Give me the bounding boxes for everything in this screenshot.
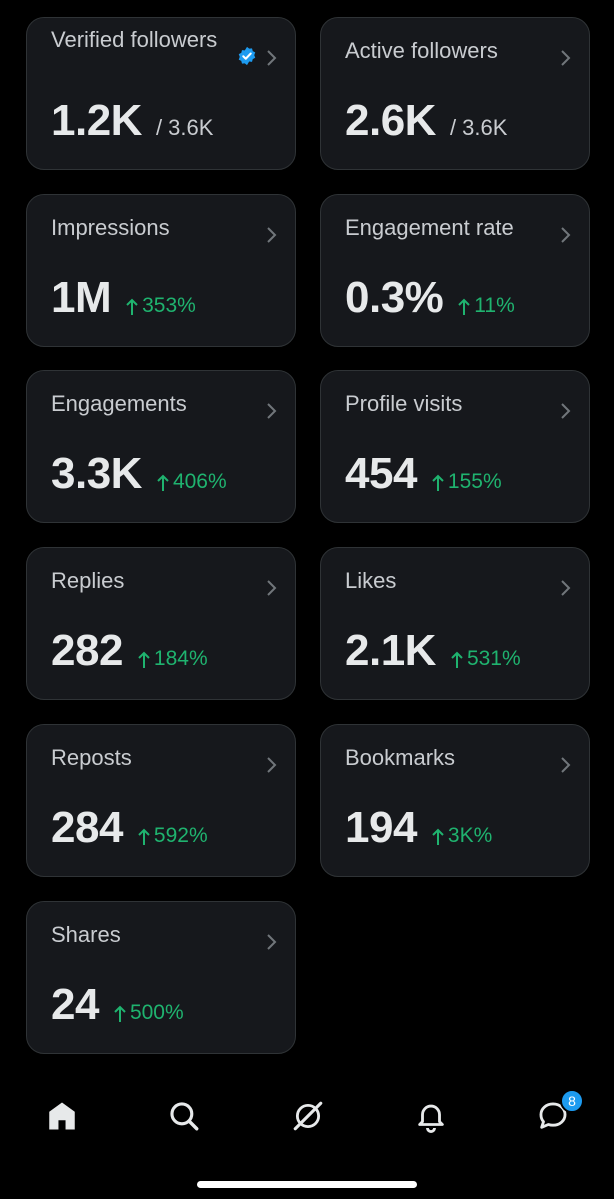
card-title: Shares xyxy=(51,922,121,947)
metric-value: 3.3K xyxy=(51,449,142,498)
card-title: Engagements xyxy=(51,391,187,416)
metric-delta: 592% xyxy=(137,824,208,848)
bottom-navigation xyxy=(0,1080,614,1150)
card-impressions[interactable]: Impressions 1M 353% xyxy=(26,194,296,347)
metric-value: 282 xyxy=(51,626,123,675)
card-active-followers[interactable]: Active followers 2.6K / 3.6K xyxy=(320,17,590,170)
card-title: Profile visits xyxy=(345,391,463,416)
metric-delta-value: 531% xyxy=(466,647,521,670)
home-icon xyxy=(49,1102,75,1130)
nav-notifications[interactable] xyxy=(407,1092,455,1140)
metric-delta-value: 353% xyxy=(142,294,196,317)
arrow-up-icon xyxy=(432,474,444,491)
metric-delta-value: 184% xyxy=(153,647,208,670)
arrow-up-icon xyxy=(451,651,463,668)
metric-value: 1M xyxy=(51,273,112,322)
chevron-right-icon xyxy=(561,227,571,243)
metric-delta-value: 155% xyxy=(447,470,502,493)
card-likes[interactable]: Likes 2.1K 531% xyxy=(320,547,590,700)
nav-search[interactable] xyxy=(160,1092,208,1140)
arrow-up-icon xyxy=(114,1005,126,1022)
metric-delta-value: 3K% xyxy=(447,824,493,847)
metric-value: 2.1K xyxy=(345,626,436,675)
card-title: Replies xyxy=(51,568,125,593)
card-title: Likes xyxy=(345,568,397,593)
chevron-right-icon xyxy=(267,580,277,596)
chevron-right-icon xyxy=(561,757,571,773)
card-reposts[interactable]: Reposts 284 592% xyxy=(26,724,296,877)
card-engagement-rate[interactable]: Engagement rate 0.3% 11% xyxy=(320,194,590,347)
arrow-up-icon xyxy=(126,298,138,315)
chevron-right-icon xyxy=(267,227,277,243)
card-title: Impressions xyxy=(51,215,170,240)
metric-delta: 353% xyxy=(125,294,196,318)
arrow-up-icon xyxy=(157,474,169,491)
chevron-right-icon xyxy=(267,757,277,773)
grok-icon xyxy=(293,1101,323,1131)
metric-value: 2.6K xyxy=(345,96,436,145)
metric-delta-value: 500% xyxy=(129,1001,184,1024)
metric-delta-value: 406% xyxy=(172,470,227,493)
metric-delta-value: 592% xyxy=(153,824,208,847)
card-title: Bookmarks xyxy=(345,745,456,770)
metric-total: / 3.6K xyxy=(449,115,508,140)
metric-delta: 531% xyxy=(450,647,521,671)
metric-delta: 500% xyxy=(113,1001,184,1025)
card-replies[interactable]: Replies 282 184% xyxy=(26,547,296,700)
metric-value: 284 xyxy=(51,803,123,852)
chevron-right-icon xyxy=(561,403,571,419)
card-title: Active followers xyxy=(345,38,498,63)
nav-home[interactable] xyxy=(38,1092,86,1140)
metric-value: 454 xyxy=(345,449,417,498)
card-verified-followers[interactable]: Verified followers 1.2K / 3.6K xyxy=(26,17,296,170)
card-title: Reposts xyxy=(51,745,132,770)
metric-delta: 3K% xyxy=(431,824,492,848)
nav-messages[interactable] xyxy=(529,1092,577,1140)
chevron-right-icon xyxy=(561,580,571,596)
arrow-up-icon xyxy=(138,651,150,668)
chevron-right-icon xyxy=(267,403,277,419)
metric-value: 1.2K xyxy=(51,96,142,145)
card-title: Verified followers xyxy=(51,27,218,52)
metric-value: 0.3% xyxy=(345,273,444,322)
card-title: Engagement rate xyxy=(345,215,514,240)
metric-delta: 11% xyxy=(457,294,515,318)
chevron-right-icon xyxy=(561,50,571,66)
messages-icon xyxy=(539,1102,567,1129)
card-bookmarks[interactable]: Bookmarks 194 3K% xyxy=(320,724,590,877)
arrow-up-icon xyxy=(458,298,471,315)
metric-delta-value: 11% xyxy=(474,294,515,317)
metric-delta: 184% xyxy=(137,647,208,671)
card-profile-visits[interactable]: Profile visits 454 155% xyxy=(320,370,590,523)
arrow-up-icon xyxy=(432,828,444,845)
metric-delta: 155% xyxy=(431,470,502,494)
card-shares[interactable]: Shares 24 500% xyxy=(26,901,296,1054)
chevron-right-icon xyxy=(267,934,277,950)
arrow-up-icon xyxy=(138,828,150,845)
chevron-right-icon xyxy=(267,50,277,66)
card-engagements[interactable]: Engagements 3.3K 406% xyxy=(26,370,296,523)
messages-unread-badge: 8 xyxy=(560,1089,584,1113)
nav-grok[interactable] xyxy=(284,1092,332,1140)
verified-badge-icon xyxy=(238,46,256,66)
home-indicator[interactable] xyxy=(197,1181,417,1188)
metric-total: / 3.6K xyxy=(155,115,214,140)
search-icon xyxy=(170,1102,199,1131)
metric-value: 24 xyxy=(51,980,99,1029)
metric-delta: 406% xyxy=(156,470,227,494)
bell-icon xyxy=(418,1104,444,1133)
metric-value: 194 xyxy=(345,803,417,852)
